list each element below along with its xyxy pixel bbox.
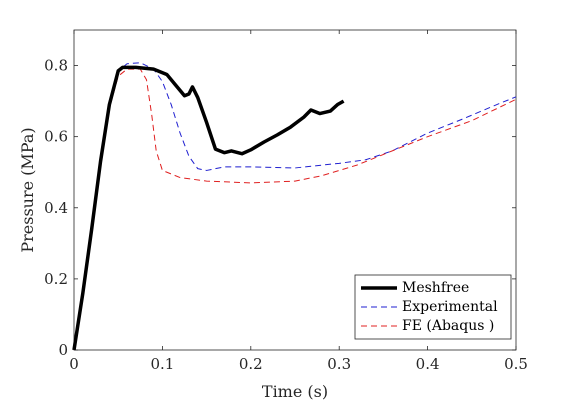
x-tick-label: 0.2 xyxy=(239,355,263,373)
legend-label-meshfree: Meshfree xyxy=(402,280,469,296)
axis-ticks: 0 0.1 0.2 0.3 0.4 0.5 0 0.2 0.4 0.6 0.8 xyxy=(44,30,528,373)
legend-label-fe-abaqus: FE (Abaqus ) xyxy=(402,318,494,334)
y-tick-label: 0.8 xyxy=(44,57,68,75)
x-tick-label: 0.1 xyxy=(150,355,174,373)
x-tick-label: 0.3 xyxy=(327,355,351,373)
y-axis-label: Pressure (MPa) xyxy=(18,127,37,252)
series-line-meshfree xyxy=(72,65,345,351)
y-tick-label: 0.6 xyxy=(44,128,68,146)
legend-label-experimental: Experimental xyxy=(402,299,498,315)
y-tick-label: 0.2 xyxy=(44,270,68,288)
y-tick-label: 0 xyxy=(58,341,68,359)
x-axis-label: Time (s) xyxy=(262,382,328,401)
x-tick-label: 0.4 xyxy=(416,355,440,373)
series-lines xyxy=(72,62,517,351)
legend-box xyxy=(354,274,512,340)
x-tick-label: 0.5 xyxy=(504,355,528,373)
y-tick-label: 0.4 xyxy=(44,199,68,217)
legend: Meshfree Experimental FE (Abaqus ) xyxy=(354,274,512,340)
x-tick-label: 0 xyxy=(69,355,79,373)
